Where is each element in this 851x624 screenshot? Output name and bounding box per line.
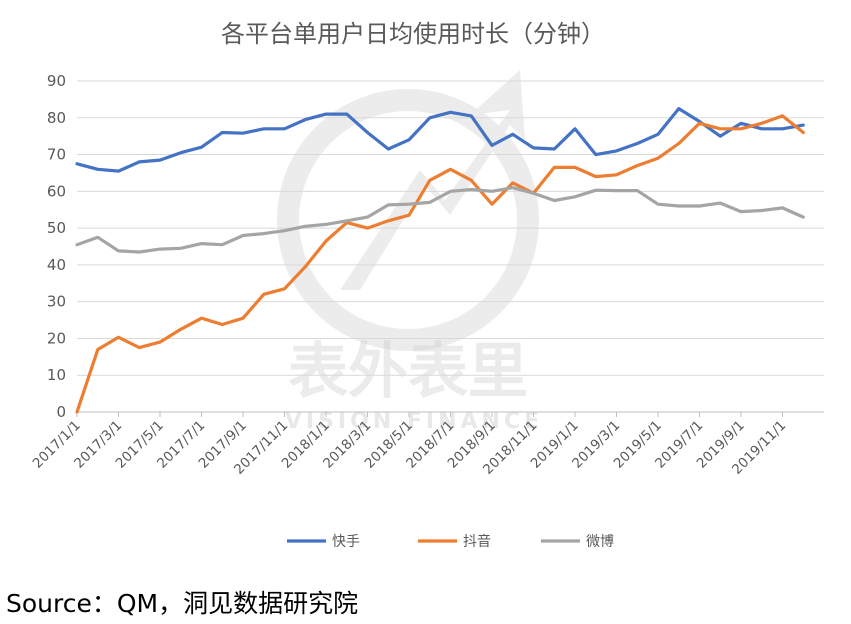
y-tick-label: 70 bbox=[47, 146, 66, 164]
y-tick-label: 10 bbox=[47, 366, 66, 384]
y-tick-label: 90 bbox=[47, 72, 66, 90]
legend-label: 微博 bbox=[586, 533, 614, 550]
watermark-cn: 表外表里 bbox=[288, 337, 528, 407]
legend-label: 快手 bbox=[332, 534, 360, 550]
series-lines bbox=[75, 106, 805, 414]
source-note: Source：QM，洞见数据研究院 bbox=[6, 589, 359, 618]
series-line-快手 bbox=[75, 106, 805, 173]
y-tick-label: 20 bbox=[47, 329, 66, 347]
series-line-抖音 bbox=[75, 114, 805, 414]
y-axis-ticks: 0 10 20 30 40 50 60 70 80 90 bbox=[47, 72, 66, 421]
chart: 表外表里 VISION FINANCE 各平台单用户日均使用时长（分钟） 0 10… bbox=[30, 20, 824, 550]
legend-label: 抖音 bbox=[463, 533, 491, 550]
y-tick-label: 30 bbox=[47, 293, 66, 311]
watermark-en: VISION FINANCE bbox=[285, 409, 543, 434]
watermark-logo-icon bbox=[277, 70, 539, 351]
y-tick-label: 80 bbox=[47, 109, 66, 127]
legend: 快手 抖音 微博 bbox=[287, 533, 614, 550]
y-tick-label: 60 bbox=[47, 182, 66, 200]
y-tick-label: 0 bbox=[56, 403, 66, 421]
y-tick-label: 40 bbox=[47, 256, 66, 274]
watermark: 表外表里 VISION FINANCE bbox=[277, 70, 543, 434]
chart-svg: 表外表里 VISION FINANCE 各平台单用户日均使用时长（分钟） 0 10… bbox=[30, 20, 824, 550]
y-tick-label: 50 bbox=[47, 219, 66, 237]
series-line-微博 bbox=[75, 186, 805, 254]
chart-title: 各平台单用户日均使用时长（分钟） bbox=[221, 20, 605, 48]
